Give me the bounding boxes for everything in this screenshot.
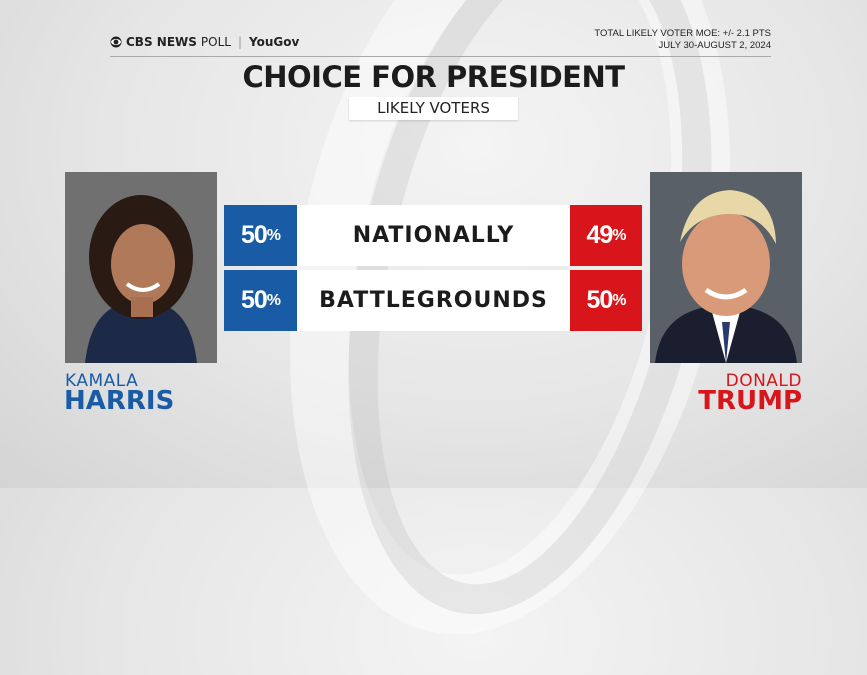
trump-last-name: TRUMP (698, 386, 802, 416)
harris-first-name: KAMALA (65, 371, 139, 391)
harris-value: 50% (224, 270, 297, 331)
poll-dates: JULY 30-AUGUST 2, 2024 (658, 40, 771, 51)
margin-of-error: TOTAL LIKELY VOTER MOE: +/- 2.1 PTS (594, 28, 771, 39)
brand-suffix: POLL (200, 35, 231, 49)
harris-portrait (65, 172, 217, 363)
cbs-eye-icon (110, 36, 122, 48)
harris-last-name: HARRIS (64, 386, 175, 416)
row-label: BATTLEGROUNDS (297, 270, 570, 331)
trump-value: 50% (570, 270, 642, 331)
harris-value: 50% (224, 205, 297, 266)
results-row-nationally: 50% NATIONALLY 49% (224, 205, 642, 266)
trump-portrait (650, 172, 802, 363)
partner-name: YouGov (249, 35, 300, 49)
subtitle-badge: LIKELY VOTERS (349, 97, 518, 120)
row-label: NATIONALLY (297, 205, 570, 266)
page-title: CHOICE FOR PRESIDENT (242, 60, 625, 94)
trump-value: 49% (570, 205, 642, 266)
cbs-yougov-logo: CBS NEWS POLL | YouGov (110, 35, 299, 49)
divider (110, 56, 771, 57)
trump-first-name: DONALD (725, 371, 802, 391)
poll-info: TOTAL LIKELY VOTER MOE: +/- 2.1 PTS JULY… (594, 28, 771, 52)
brand-name: CBS NEWS (126, 35, 197, 49)
results-row-battlegrounds: 50% BATTLEGROUNDS 50% (224, 270, 642, 331)
